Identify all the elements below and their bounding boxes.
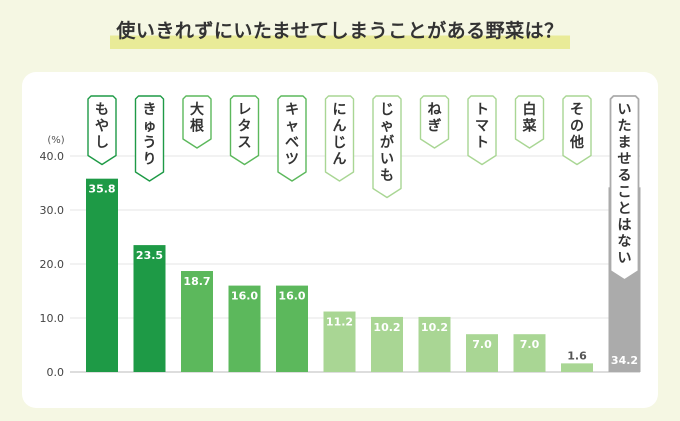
category-label: 大根 bbox=[190, 101, 205, 135]
y-tick-label: 40.0 bbox=[40, 150, 65, 163]
category-tag bbox=[419, 95, 450, 149]
category-label: キャベツ bbox=[285, 102, 299, 168]
bar bbox=[133, 245, 166, 372]
title-area: 使いきれずにいたませてしまうことがある野菜は？ bbox=[0, 14, 680, 49]
value-labels: 35.8 23.5 18.7 16.0 16.0 11.2 10.2 10.2 7.0 7.0 1.… bbox=[88, 183, 638, 367]
category-label: その他 bbox=[569, 102, 584, 151]
bars bbox=[86, 178, 641, 372]
category-tag bbox=[229, 95, 260, 166]
bar bbox=[466, 334, 498, 372]
category-label: ねぎ bbox=[428, 102, 442, 135]
category-tag bbox=[514, 95, 545, 149]
bar bbox=[513, 334, 546, 372]
y-axis-label: (%) bbox=[47, 135, 64, 146]
y-tick-label: 30.0 bbox=[40, 204, 65, 217]
value-label: 1.6 bbox=[567, 349, 587, 362]
y-tick-label: 0.0 bbox=[47, 366, 65, 379]
category-tag bbox=[324, 95, 355, 182]
category-label: トマト bbox=[475, 102, 489, 151]
value-label: 23.5 bbox=[136, 249, 163, 262]
category-tag bbox=[182, 95, 212, 149]
value-label: 16.0 bbox=[231, 290, 258, 303]
value-label: 16.0 bbox=[278, 290, 305, 303]
chart-title: 使いきれずにいたませてしまうことがある野菜は？ bbox=[110, 14, 570, 49]
category-tag bbox=[134, 95, 165, 182]
value-label: 35.8 bbox=[88, 183, 115, 196]
bar bbox=[561, 363, 593, 372]
category-label: にんじん bbox=[333, 102, 347, 168]
category-label: じゃがいも bbox=[380, 102, 395, 184]
category-label: 白菜 bbox=[522, 101, 538, 135]
value-label: 7.0 bbox=[520, 338, 540, 351]
bar bbox=[86, 178, 118, 372]
bar bbox=[181, 271, 213, 372]
category-tag bbox=[87, 95, 117, 166]
category-label: いたませることはない bbox=[618, 102, 632, 267]
value-label: 34.2 bbox=[611, 354, 638, 367]
bar bbox=[418, 316, 451, 372]
bar bbox=[323, 311, 356, 372]
category-tag bbox=[562, 95, 592, 166]
value-label: 11.2 bbox=[326, 316, 353, 329]
y-tick-label: 20.0 bbox=[40, 258, 65, 271]
category-tag bbox=[467, 95, 497, 166]
category-tag bbox=[277, 95, 307, 182]
value-label: 10.2 bbox=[421, 321, 448, 334]
category-label: レタス bbox=[238, 102, 252, 151]
bar bbox=[276, 285, 308, 372]
category-tag bbox=[609, 95, 640, 281]
value-label: 10.2 bbox=[373, 321, 400, 334]
value-label: 18.7 bbox=[183, 275, 210, 288]
y-tick-label: 10.0 bbox=[40, 312, 65, 325]
y-axis-ticks: 0.0 10.0 20.0 30.0 40.0 bbox=[40, 150, 65, 379]
category-tag bbox=[372, 95, 402, 199]
category-tags: もやし きゅうり 大根 レタス キャベツ にんじん じゃがいも ねぎ トマト 白菜 その他 いたませる… bbox=[87, 95, 640, 281]
bar bbox=[371, 316, 403, 372]
category-label: もやし bbox=[95, 102, 109, 151]
value-label: 7.0 bbox=[472, 338, 492, 351]
category-label: きゅうり bbox=[143, 102, 157, 168]
bar bbox=[228, 285, 261, 372]
